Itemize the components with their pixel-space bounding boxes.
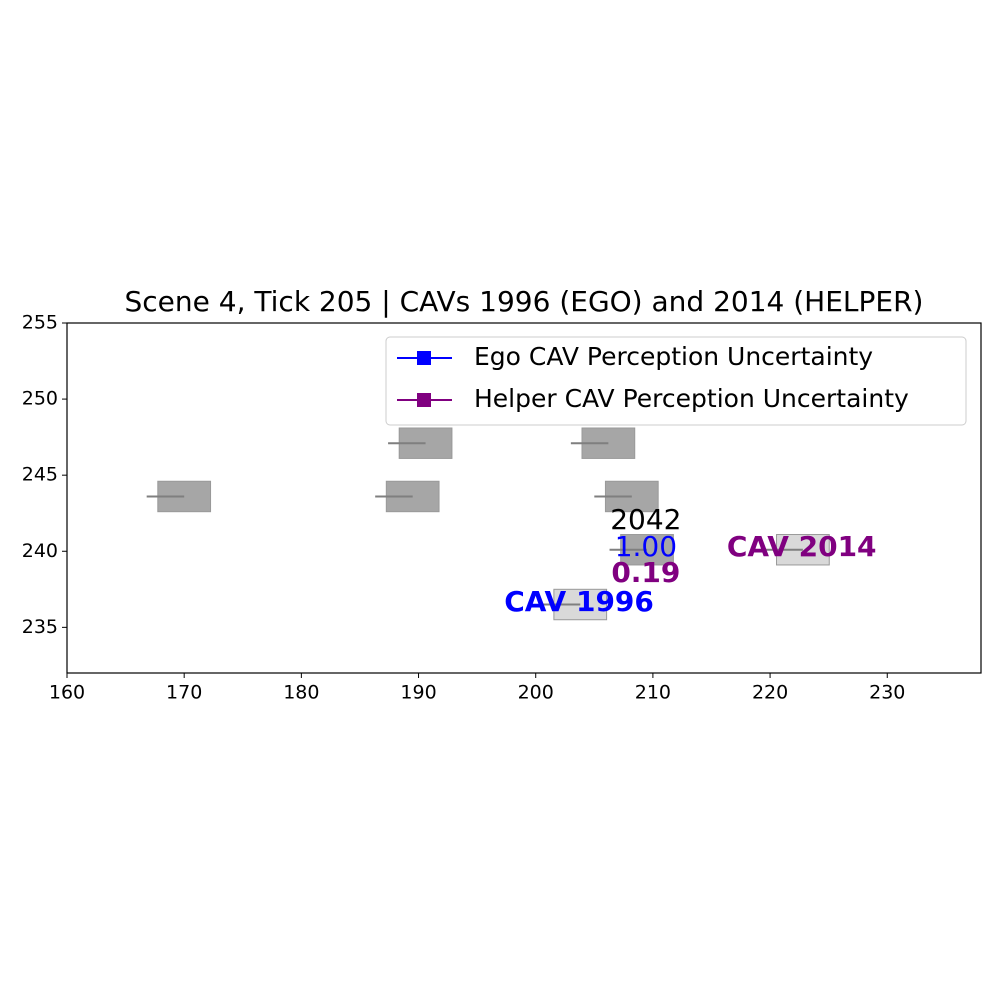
- annotation: 1.00: [615, 530, 677, 563]
- x-tick-label: 170: [166, 682, 202, 704]
- y-tick-label: 240: [22, 540, 58, 562]
- x-tick-label: 200: [518, 682, 554, 704]
- x-tick-label: 160: [49, 682, 85, 704]
- y-tick-label: 235: [22, 616, 58, 638]
- x-tick-label: 190: [400, 682, 436, 704]
- annotation: CAV 1996: [504, 585, 654, 618]
- legend-label: Helper CAV Perception Uncertainty: [474, 384, 909, 413]
- plot-frame: [66, 322, 982, 674]
- y-tick-label: 250: [22, 388, 58, 410]
- annotation: 0.19: [611, 556, 680, 589]
- legend-box: [385, 336, 967, 426]
- x-tick-label: 210: [635, 682, 671, 704]
- y-tick-label: 255: [22, 312, 58, 334]
- x-tick-label: 220: [752, 682, 788, 704]
- x-tick-label: 230: [869, 682, 905, 704]
- chart-title: Scene 4, Tick 205 | CAVs 1996 (EGO) and …: [125, 285, 924, 318]
- y-tick-label: 245: [22, 464, 58, 486]
- legend-label: Ego CAV Perception Uncertainty: [474, 342, 873, 371]
- annotation: 2042: [610, 503, 681, 536]
- annotation: CAV 2014: [727, 530, 877, 563]
- legend-marker: [417, 351, 431, 365]
- x-tick-label: 180: [283, 682, 319, 704]
- legend-marker: [417, 393, 431, 407]
